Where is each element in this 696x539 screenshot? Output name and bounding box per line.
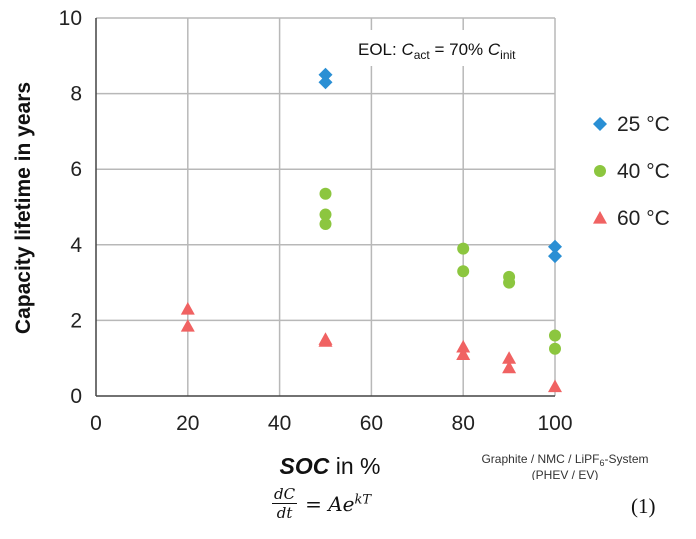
x-axis-label-unit: in % [329,453,380,479]
point-circle-1-1 [319,208,332,221]
point-circle-1-2 [319,218,332,231]
data-points [180,67,562,393]
y-axis-label: Capacity lifetime in years [12,82,35,334]
x-tick-label-0: 0 [90,412,102,435]
point-circle-1-8 [549,342,561,355]
point-triangle-2-8 [548,379,562,393]
point-circle-1-4 [457,265,470,278]
y-tick-label-6: 6 [70,158,82,181]
svg-text:(PHEV / EV): (PHEV / EV) [532,468,599,480]
point-triangle-2-3 [318,334,333,347]
equation-rhs: = AekT [305,492,371,516]
legend-marker-triangle [593,211,607,224]
equation-rhs-base: = Ae [305,491,355,516]
x-tick-label-80: 80 [452,412,475,435]
point-diamond-0-0 [318,67,333,82]
x-tick-label-100: 100 [537,412,572,435]
x-axis-label: SOC in % [280,453,381,479]
legend-label-0: 25 °C [617,113,670,136]
point-triangle-2-5 [456,347,471,361]
legend-marker-diamond [593,117,607,131]
legend-label-1: 40 °C [617,160,670,183]
x-axis-label-soc: SOC [280,453,330,479]
grid-lines [96,17,556,396]
y-tick-label-4: 4 [70,234,82,257]
legend-marker-circle [594,165,606,177]
point-diamond-0-1 [318,75,333,90]
x-tick-label-60: 60 [360,412,383,435]
derivative-fraction: dC dt [272,485,298,522]
y-tick-label-0: 0 [70,385,82,408]
point-circle-1-6 [503,276,516,289]
y-tick-labels: 0 2 4 6 8 10 [59,7,83,408]
x-tick-label-20: 20 [176,412,199,435]
x-tick-labels: 0 20 40 60 80 100 [90,412,572,435]
point-triangle-2-6 [502,351,517,364]
legend: 25 °C 40 °C 60 °C [593,113,670,230]
x-tick-label-40: 40 [268,412,291,435]
equation-number: (1) [631,494,656,518]
point-triangle-2-4 [456,339,471,353]
fraction-numerator: dC [272,485,298,504]
point-triangle-2-7 [502,360,517,374]
y-tick-label-8: 8 [70,83,82,106]
point-triangle-2-0 [180,302,195,315]
eol-annotation: EOL: Cact = 70% Cinit [351,30,539,66]
axes [95,18,555,397]
equation: dC dt = AekT [272,485,371,522]
y-tick-label-10: 10 [59,7,82,30]
scatter-chart: 0 2 4 6 8 10 0 20 40 60 80 100 25 °C 40 °C 60 °C Cap… [12,7,670,480]
point-diamond-0-2 [548,239,562,254]
point-circle-1-0 [319,187,332,200]
svg-text:Graphite / NMC / LiPF6-System: Graphite / NMC / LiPF6-System [481,452,648,468]
point-diamond-0-3 [548,249,562,264]
y-tick-label-2: 2 [70,309,82,332]
equation-exponent: kT [354,491,372,507]
system-note: Graphite / NMC / LiPF6-System (PHEV / EV… [481,452,648,480]
point-triangle-2-1 [180,319,195,332]
point-circle-1-3 [457,242,470,255]
legend-label-2: 60 °C [617,207,670,230]
svg-text:EOL: Cact = 70% Cinit: EOL: Cact = 70% Cinit [358,40,516,62]
fraction-denominator: dt [276,504,293,522]
point-circle-1-7 [549,329,561,342]
